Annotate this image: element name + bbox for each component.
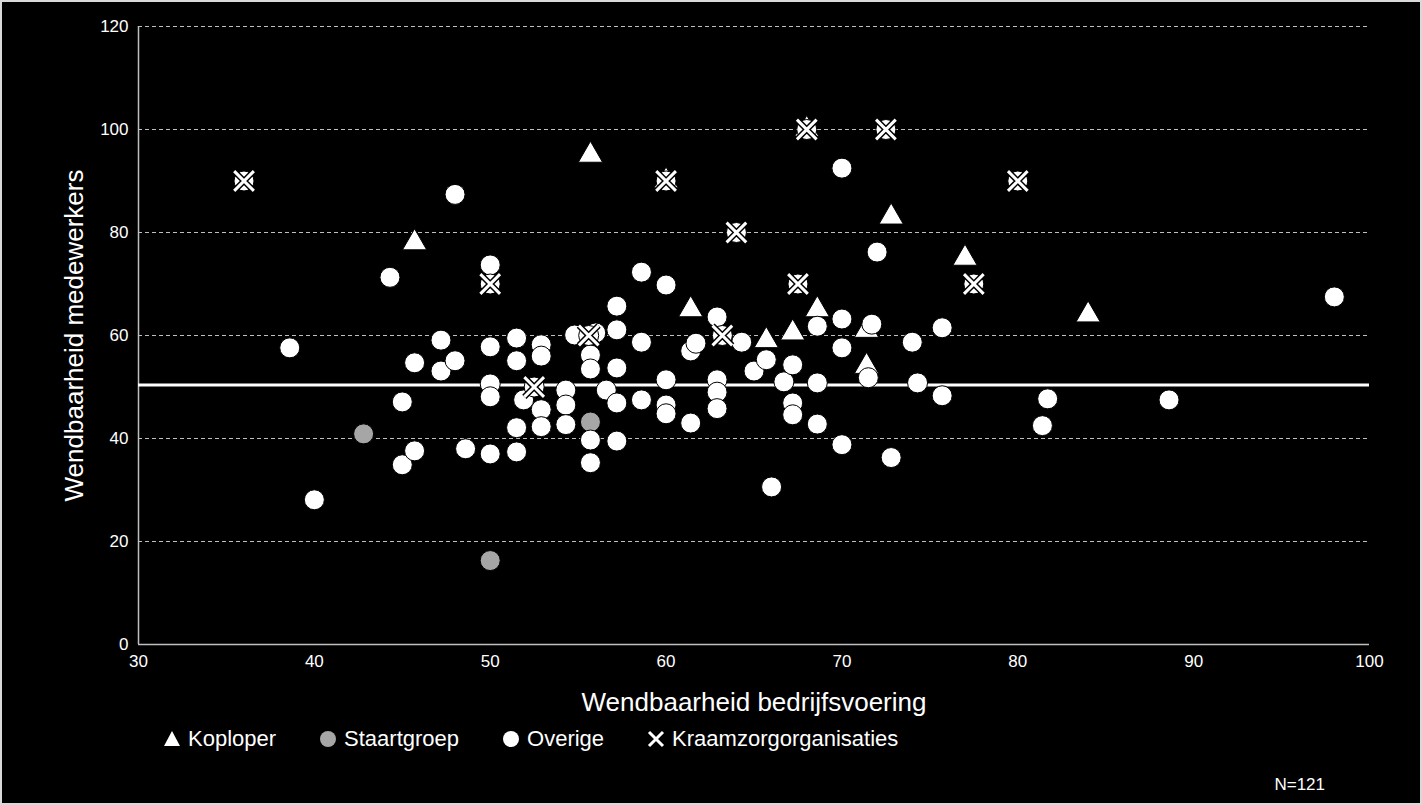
svg-text:100: 100 — [100, 120, 128, 139]
svg-text:60: 60 — [657, 652, 676, 671]
svg-text:120: 120 — [100, 17, 128, 36]
svg-text:40: 40 — [110, 429, 129, 448]
svg-text:100: 100 — [1355, 652, 1383, 671]
html-text:Koploper: Koploper — [188, 726, 277, 751]
svg-text:70: 70 — [832, 652, 851, 671]
svg-text:90: 90 — [1184, 652, 1203, 671]
svg-text:20: 20 — [110, 532, 129, 551]
svg-text:Wendbaarheid bedrijfsvoering: Wendbaarheid bedrijfsvoering — [582, 687, 927, 717]
svg-text:40: 40 — [305, 652, 324, 671]
svg-text:80: 80 — [1008, 652, 1027, 671]
html-text:Staartgroep: Staartgroep — [344, 726, 459, 751]
svg-text:60: 60 — [110, 326, 129, 345]
svg-text:0: 0 — [119, 635, 128, 654]
svg-text:50: 50 — [481, 652, 500, 671]
html-text:N=121: N=121 — [1274, 775, 1325, 794]
svg-text:80: 80 — [110, 223, 129, 242]
svg-text:Wendbaarheid medewerkers: Wendbaarheid medewerkers — [59, 170, 89, 502]
html-text:Kraamzorgorganisaties: Kraamzorgorganisaties — [672, 726, 899, 751]
html-text:Overige: Overige — [527, 726, 605, 751]
svg-text:30: 30 — [129, 652, 148, 671]
